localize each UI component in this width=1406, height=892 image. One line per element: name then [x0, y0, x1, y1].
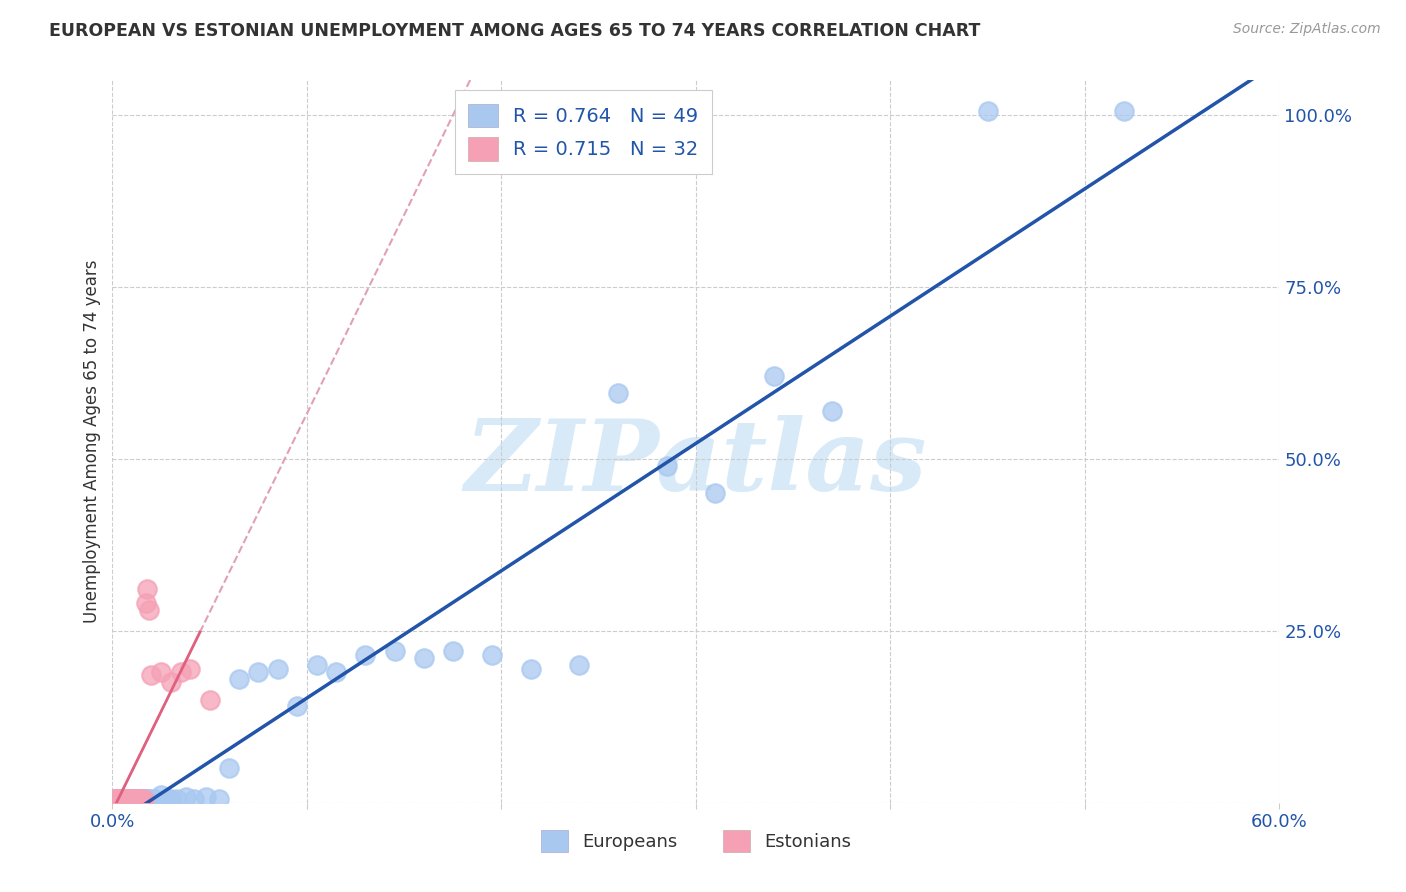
- Point: [138, 603, 160, 617]
- Point: [107, 792, 129, 806]
- Point: [107, 792, 129, 806]
- Point: [107, 792, 129, 806]
- Point: [128, 792, 150, 806]
- Point: [141, 792, 163, 806]
- Point: [354, 648, 377, 662]
- Point: [156, 792, 179, 806]
- Point: [150, 788, 173, 802]
- Point: [128, 792, 150, 806]
- Point: [115, 792, 138, 806]
- Point: [121, 792, 143, 806]
- Point: [122, 792, 145, 806]
- Point: [821, 403, 844, 417]
- Point: [127, 792, 149, 806]
- Point: [704, 486, 727, 500]
- Point: [228, 672, 250, 686]
- Point: [105, 792, 128, 806]
- Point: [169, 665, 191, 679]
- Point: [127, 792, 149, 806]
- Point: [110, 792, 132, 806]
- Point: [110, 792, 132, 806]
- Point: [607, 386, 630, 401]
- Point: [136, 582, 159, 597]
- Point: [118, 792, 141, 806]
- Point: [762, 369, 785, 384]
- Point: [131, 792, 153, 806]
- Point: [655, 458, 678, 473]
- Point: [976, 104, 998, 119]
- Point: [166, 792, 188, 806]
- Point: [115, 792, 138, 806]
- Point: [132, 792, 155, 806]
- Point: [160, 792, 183, 806]
- Y-axis label: Unemployment Among Ages 65 to 74 years: Unemployment Among Ages 65 to 74 years: [83, 260, 101, 624]
- Point: [176, 790, 198, 805]
- Point: [267, 662, 290, 676]
- Point: [125, 792, 148, 806]
- Point: [112, 792, 135, 806]
- Legend: Europeans, Estonians: Europeans, Estonians: [533, 822, 859, 859]
- Point: [112, 792, 135, 806]
- Text: ZIPatlas: ZIPatlas: [465, 415, 927, 511]
- Point: [218, 761, 240, 775]
- Point: [150, 665, 173, 679]
- Point: [117, 792, 139, 806]
- Point: [183, 792, 205, 806]
- Point: [285, 699, 308, 714]
- Point: [441, 644, 464, 658]
- Point: [131, 792, 153, 806]
- Point: [110, 792, 132, 806]
- Point: [118, 792, 141, 806]
- Point: [136, 792, 159, 806]
- Point: [179, 662, 201, 676]
- Point: [117, 792, 139, 806]
- Point: [325, 665, 347, 679]
- Point: [412, 651, 434, 665]
- Point: [103, 792, 125, 806]
- Point: [194, 790, 217, 805]
- Point: [247, 665, 270, 679]
- Point: [105, 792, 128, 806]
- Point: [305, 658, 328, 673]
- Point: [141, 668, 163, 682]
- Point: [117, 792, 139, 806]
- Point: [198, 692, 221, 706]
- Point: [122, 792, 145, 806]
- Point: [121, 792, 143, 806]
- Point: [111, 792, 134, 806]
- Point: [111, 792, 134, 806]
- Point: [519, 662, 541, 676]
- Point: [115, 792, 138, 806]
- Point: [160, 675, 183, 690]
- Point: [1112, 104, 1135, 119]
- Point: [112, 792, 135, 806]
- Point: [135, 792, 157, 806]
- Point: [143, 792, 166, 806]
- Text: Source: ZipAtlas.com: Source: ZipAtlas.com: [1233, 22, 1381, 37]
- Point: [105, 792, 128, 806]
- Point: [125, 792, 148, 806]
- Point: [208, 792, 231, 806]
- Point: [138, 792, 160, 806]
- Point: [135, 596, 157, 610]
- Point: [132, 792, 155, 806]
- Point: [384, 644, 406, 658]
- Text: EUROPEAN VS ESTONIAN UNEMPLOYMENT AMONG AGES 65 TO 74 YEARS CORRELATION CHART: EUROPEAN VS ESTONIAN UNEMPLOYMENT AMONG …: [49, 22, 980, 40]
- Point: [111, 792, 134, 806]
- Point: [568, 658, 591, 673]
- Point: [481, 648, 503, 662]
